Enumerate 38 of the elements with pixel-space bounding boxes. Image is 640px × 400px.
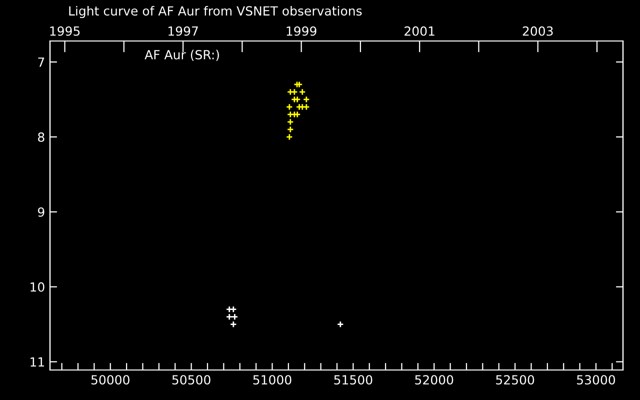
x2-tick-label: 2003	[522, 26, 553, 36]
point	[286, 103, 293, 110]
point	[290, 110, 298, 118]
y-tick-label: 7	[38, 58, 44, 67]
x-tick-label: 51000	[253, 375, 292, 385]
x2-tick-label: 1999	[286, 26, 316, 36]
x2-tick-label: 1995	[50, 26, 80, 36]
point	[336, 320, 344, 328]
y-tick-label: 8	[38, 132, 44, 142]
point	[226, 313, 233, 320]
point	[286, 110, 294, 118]
point	[230, 320, 237, 328]
point	[226, 306, 233, 313]
point	[230, 306, 237, 313]
y-tick-label: 11	[30, 357, 44, 367]
point	[286, 126, 294, 133]
y-tick-label: 10	[30, 282, 44, 292]
chart-title: Light curve of AF Aur from VSNET observations	[69, 6, 362, 18]
x-tick-label: 52000	[415, 375, 454, 385]
x2-tick-label: 1997	[168, 26, 198, 36]
point	[298, 88, 306, 96]
point	[286, 88, 294, 96]
x-tick-label: 53000	[577, 375, 616, 385]
point	[302, 103, 310, 110]
point	[286, 133, 293, 140]
x-tick-label: 52500	[496, 375, 534, 385]
x2-tick-label: 2001	[404, 26, 434, 36]
x-tick-label: 50000	[91, 375, 130, 385]
point	[290, 96, 298, 103]
annotation: AF Aur (SR:)	[144, 50, 219, 61]
point	[286, 118, 294, 126]
point	[296, 103, 303, 110]
x-tick-label: 50500	[172, 375, 210, 385]
x-tick-label: 51500	[334, 375, 372, 385]
point	[231, 313, 238, 320]
point	[290, 88, 298, 96]
y-tick-label: 9	[38, 207, 44, 217]
point	[302, 96, 310, 103]
